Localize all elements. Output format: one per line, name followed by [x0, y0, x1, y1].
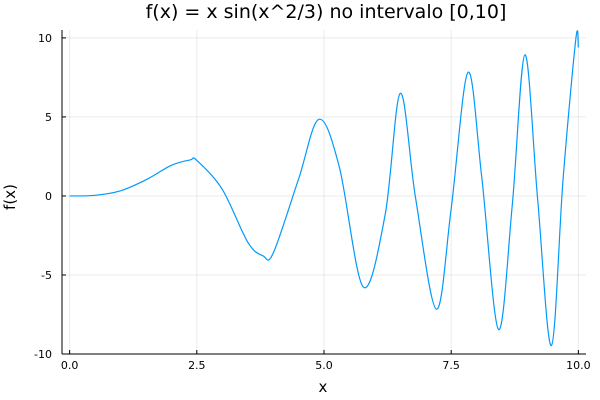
x-tick-label: 0.0 [61, 359, 79, 372]
grid-lines [62, 30, 586, 355]
y-tick-label: 0 [45, 190, 52, 203]
x-tick-label: 5.0 [315, 359, 333, 372]
tick-labels: 0.0 2.5 5.0 7.5 10.0 -10 -5 0 5 10 [34, 32, 591, 372]
x-tick-label: 2.5 [188, 359, 206, 372]
x-axis-label: x [319, 378, 328, 396]
y-axis-label: f(x) [1, 184, 19, 210]
x-tick-label: 10.0 [566, 359, 591, 372]
chart-title: f(x) = x sin(x^2/3) no intervalo [0,10] [146, 1, 507, 23]
series-line [69, 30, 579, 347]
x-tick-label: 7.5 [442, 359, 460, 372]
y-tick-label: -5 [41, 269, 52, 282]
axes [61, 30, 586, 355]
y-tick-label: 5 [45, 111, 52, 124]
y-tick-label: 10 [38, 32, 52, 45]
y-tick-label: -10 [34, 348, 52, 361]
